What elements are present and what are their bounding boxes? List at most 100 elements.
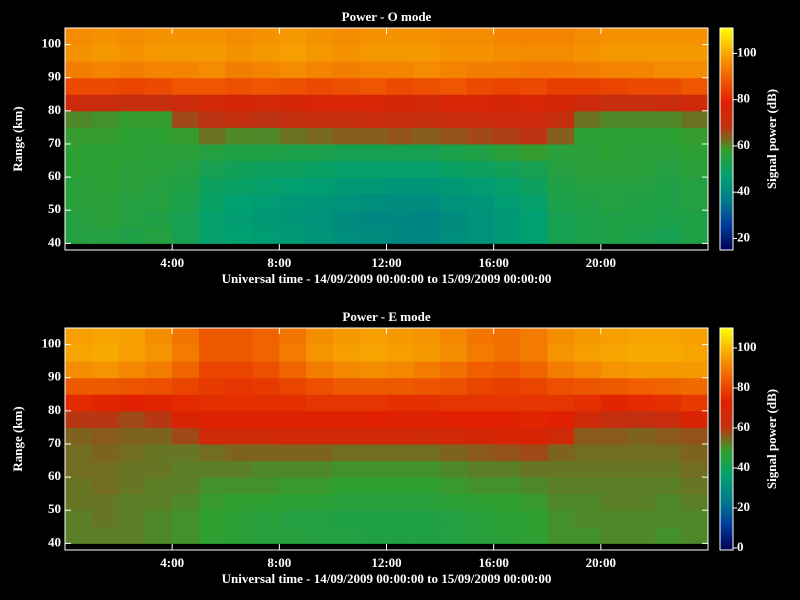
- heat-cell: [466, 344, 495, 362]
- heat-cell: [386, 160, 414, 178]
- heat-cell: [359, 510, 387, 528]
- heat-cell: [306, 127, 334, 145]
- heat-cell: [172, 177, 200, 195]
- heat-cell: [65, 61, 93, 79]
- heat-cell: [681, 443, 709, 462]
- heat-cell: [91, 77, 120, 95]
- heat-cell: [600, 427, 629, 445]
- heat-cell: [574, 110, 602, 128]
- heat-cell: [574, 377, 602, 395]
- heat-cell: [413, 110, 441, 128]
- heat-cell: [440, 193, 468, 211]
- heat-cell: [279, 477, 307, 495]
- heat-cell: [440, 510, 468, 528]
- heat-cell: [681, 110, 709, 128]
- heat-cell: [440, 460, 468, 478]
- heat-cell: [520, 28, 548, 46]
- heat-cell: [225, 443, 254, 462]
- heat-cell: [172, 493, 200, 511]
- heat-cell: [252, 110, 280, 128]
- heat-cell: [306, 361, 334, 379]
- heat-cell: [493, 328, 521, 346]
- heat-cell: [413, 226, 441, 244]
- heat-cell: [279, 493, 307, 511]
- heat-cell: [386, 193, 414, 211]
- heat-cell: [627, 427, 655, 445]
- heat-cell: [279, 160, 307, 178]
- heat-cell: [654, 143, 682, 162]
- heat-cell: [145, 394, 173, 412]
- heat-cell: [547, 361, 575, 379]
- heat-cell: [145, 160, 173, 178]
- heat-cell: [654, 526, 682, 544]
- heat-cell: [466, 361, 495, 379]
- heat-cell: [306, 377, 334, 395]
- heat-cell: [198, 127, 227, 145]
- heat-cell: [547, 94, 575, 112]
- heat-cell: [252, 377, 280, 395]
- heat-cell: [574, 361, 602, 379]
- heat-cell: [172, 61, 200, 79]
- heat-cell: [681, 61, 709, 79]
- heat-cell: [440, 443, 468, 462]
- heat-cell: [306, 77, 334, 95]
- heat-cell: [654, 328, 682, 346]
- heat-cell: [252, 443, 280, 462]
- heat-cell: [252, 510, 280, 528]
- heat-cell: [547, 77, 575, 95]
- heat-cell: [172, 143, 200, 162]
- heat-cell: [118, 193, 146, 211]
- x-tick-label: 20:00: [586, 255, 616, 270]
- heat-cell: [574, 477, 602, 495]
- heat-cell: [440, 77, 468, 95]
- heat-cell: [306, 177, 334, 195]
- heat-cell: [440, 61, 468, 79]
- heat-cell: [252, 177, 280, 195]
- heat-cell: [145, 410, 173, 428]
- heat-cell: [600, 94, 629, 112]
- heat-cell: [600, 344, 629, 362]
- heat-cell: [279, 361, 307, 379]
- heat-cell: [91, 493, 120, 511]
- heat-cell: [65, 460, 93, 478]
- heat-cell: [332, 477, 361, 495]
- heat-cell: [654, 28, 682, 46]
- heat-cell: [332, 443, 361, 462]
- y-tick-label: 40: [48, 534, 61, 549]
- heat-cell: [627, 344, 655, 362]
- heat-cell: [547, 160, 575, 178]
- heat-cell: [574, 77, 602, 95]
- heat-cell: [413, 344, 441, 362]
- heat-cell: [654, 394, 682, 412]
- heat-cell: [654, 377, 682, 395]
- heat-cell: [225, 410, 254, 428]
- heat-cell: [520, 127, 548, 145]
- heat-cell: [118, 143, 146, 162]
- heat-cell: [359, 394, 387, 412]
- heat-cell: [306, 143, 334, 162]
- heat-cell: [225, 226, 254, 244]
- heat-cell: [359, 193, 387, 211]
- heat-cell: [65, 493, 93, 511]
- heat-cell: [493, 160, 521, 178]
- heat-cell: [466, 160, 495, 178]
- heat-cell: [547, 44, 575, 62]
- heat-cell: [627, 460, 655, 478]
- x-axis-label: Universal time - 14/09/2009 00:00:00 to …: [222, 571, 552, 586]
- heat-cell: [574, 127, 602, 145]
- colorbar-label: Signal power (dB): [764, 89, 779, 189]
- heat-cell: [627, 510, 655, 528]
- heat-cell: [466, 143, 495, 162]
- heat-cell: [65, 44, 93, 62]
- colorbar: [719, 27, 734, 251]
- heat-cell: [332, 143, 361, 162]
- heat-cell: [118, 61, 146, 79]
- heat-cell: [627, 143, 655, 162]
- heat-cell: [359, 361, 387, 379]
- heat-cell: [466, 443, 495, 462]
- heat-cell: [574, 394, 602, 412]
- heat-cell: [627, 193, 655, 211]
- y-tick-label: 100: [42, 36, 62, 51]
- heat-cell: [681, 344, 709, 362]
- heat-cell: [681, 177, 709, 195]
